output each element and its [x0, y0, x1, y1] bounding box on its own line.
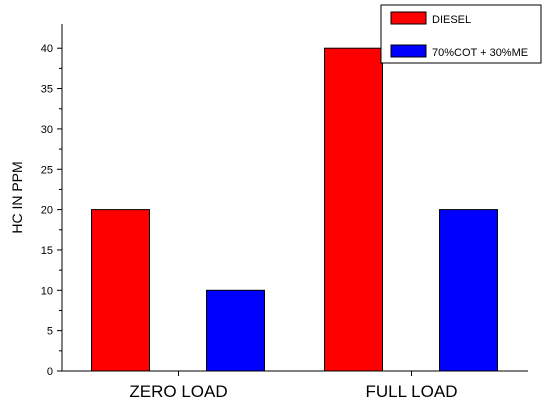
y-tick-label: 25	[41, 164, 53, 176]
bars-group	[91, 47, 498, 372]
y-tick-label: 5	[47, 326, 53, 338]
bar-diesel-0	[91, 209, 150, 372]
legend-swatch-blend	[390, 44, 427, 58]
bar-blend-1	[439, 209, 498, 372]
legend: DIESEL 70%COT + 30%ME	[380, 4, 542, 64]
y-tick-label: 30	[41, 124, 53, 136]
y-tick-label: 35	[41, 84, 53, 96]
bar-blend-0	[206, 289, 265, 372]
y-tick-label: 40	[41, 43, 53, 55]
y-axis-title: HC IN PPM	[9, 161, 25, 233]
y-ticks-group: 0 5 10 15 20 25 30 35 40	[41, 43, 62, 378]
x-category-label: FULL LOAD	[366, 382, 458, 401]
y-tick-label: 20	[41, 205, 53, 217]
y-tick-label: 0	[47, 366, 53, 378]
legend-label-blend: 70%COT + 30%ME	[432, 47, 528, 59]
legend-label-diesel: DIESEL	[432, 14, 471, 26]
axes-group	[61, 24, 528, 372]
legend-swatch-diesel	[390, 11, 427, 25]
x-category-label: ZERO LOAD	[129, 382, 227, 401]
y-tick-label: 10	[41, 285, 53, 297]
x-categories-group: ZERO LOAD FULL LOAD	[129, 371, 457, 401]
y-tick-label: 15	[41, 245, 53, 257]
bar-diesel-1	[324, 47, 383, 372]
